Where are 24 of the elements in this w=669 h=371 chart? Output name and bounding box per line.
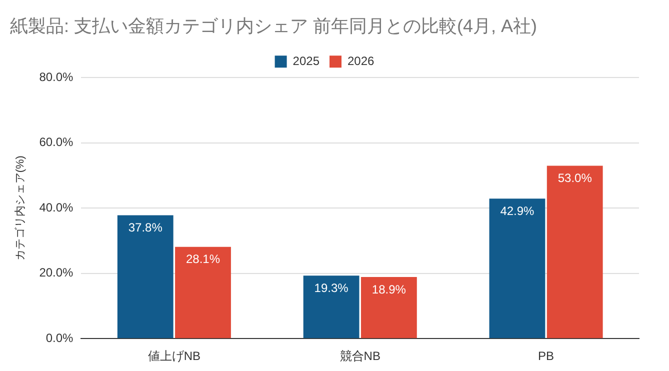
y-tick-label: 40.0% [39, 200, 74, 214]
chart-title: 紙製品: 支払い金額カテゴリ内シェア 前年同月との比較(4月, A社) [10, 16, 538, 36]
y-tick-label: 80.0% [39, 70, 74, 84]
y-axis-title: カテゴリ内シェア(%) [14, 156, 27, 261]
data-label: 37.8% [128, 220, 163, 235]
legend-label: 2025 [292, 54, 320, 68]
data-label: 18.9% [372, 282, 406, 296]
data-label: 42.9% [500, 204, 535, 218]
x-tick-label: 競合NB [340, 349, 380, 364]
y-tick-label: 60.0% [39, 135, 74, 150]
bar [360, 276, 417, 338]
legend-label: 2026 [348, 54, 375, 68]
data-label: 19.3% [314, 280, 349, 295]
y-tick-label: 0.0% [46, 330, 74, 345]
bar [303, 276, 360, 338]
x-tick-label: 値上げNB [148, 349, 201, 364]
y-tick-label: 20.0% [39, 266, 74, 280]
bar [546, 166, 603, 338]
bar [489, 198, 546, 338]
data-label: 53.0% [558, 171, 592, 185]
bar [175, 246, 231, 338]
bar [117, 215, 174, 338]
data-label: 28.1% [186, 252, 220, 266]
x-tick-label: PB [538, 349, 554, 364]
